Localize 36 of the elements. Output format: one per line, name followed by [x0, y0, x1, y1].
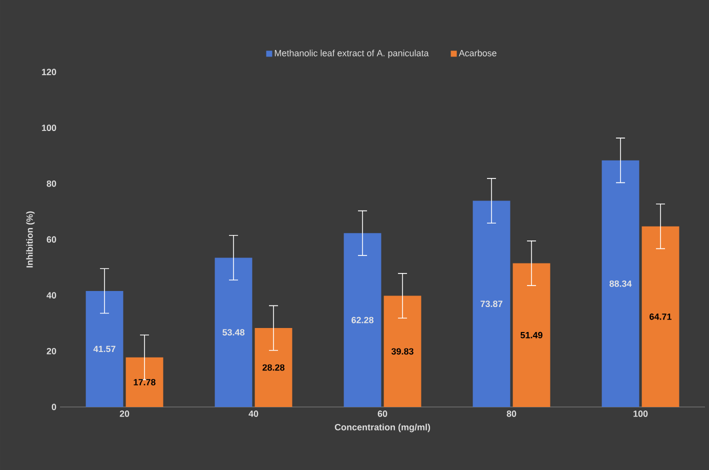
x-tick-label: 40: [248, 410, 258, 417]
x-tick-label: 100: [634, 410, 648, 417]
bar: [214, 258, 252, 407]
data-label: 28.28: [262, 364, 284, 371]
x-tick-label: 80: [506, 410, 516, 417]
x-tick-label: 20: [120, 410, 130, 417]
bar: [384, 296, 422, 407]
bar: [642, 226, 680, 407]
legend-label: Acarbose: [458, 50, 496, 56]
y-tick-label: 0: [52, 404, 56, 410]
y-tick-label: 100: [42, 124, 56, 132]
x-tick-label: 60: [378, 410, 388, 417]
data-label: 53.48: [222, 329, 244, 336]
bar: [86, 290, 124, 407]
data-label: 51.49: [520, 332, 542, 338]
data-label: 64.71: [650, 313, 672, 320]
bar: [512, 263, 550, 407]
data-label: 62.28: [352, 316, 374, 324]
bar: [126, 357, 164, 407]
bar: [602, 160, 640, 407]
bar: [254, 328, 292, 407]
data-label: 73.87: [480, 300, 502, 308]
x-axis-title: Concentration (mg/ml): [334, 424, 430, 432]
y-tick-label: 80: [46, 180, 56, 187]
legend-label: Methanolic leaf extract of A. paniculata: [274, 50, 429, 58]
y-axis-title: Inhibition (%): [26, 211, 35, 268]
data-label: 41.57: [93, 346, 116, 352]
y-tick-label: 20: [46, 348, 56, 354]
bar: [472, 200, 510, 407]
y-tick-label: 40: [46, 292, 56, 299]
data-label: 17.78: [134, 378, 156, 386]
y-tick-label: 60: [46, 236, 56, 243]
bar: [344, 233, 382, 407]
y-tick-label: 120: [42, 68, 56, 76]
data-label: 88.34: [610, 280, 632, 287]
data-label: 39.83: [391, 348, 414, 355]
